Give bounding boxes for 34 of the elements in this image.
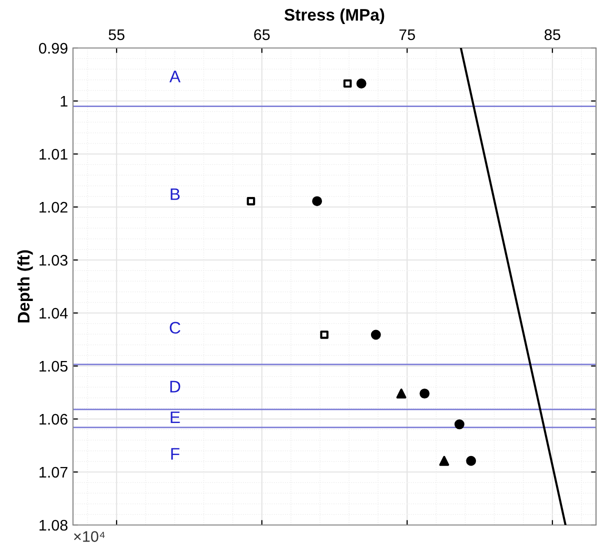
point — [320, 330, 328, 339]
y-tick-label: 1.02 — [40, 202, 68, 213]
y-tick-label: 1 — [60, 96, 68, 107]
y-tick-label: 1.06 — [40, 414, 68, 425]
x-tick-label: 75 — [399, 29, 415, 40]
point — [454, 419, 464, 430]
point — [356, 78, 366, 88]
annotation: B — [170, 188, 180, 200]
point — [343, 79, 352, 88]
x-axis-title: Stress (MPa) — [284, 8, 384, 24]
point — [420, 388, 430, 399]
x-tick-label: 55 — [108, 29, 124, 40]
y-tick-label: 1.08 — [40, 520, 68, 531]
annotation: C — [170, 322, 180, 334]
point — [312, 196, 322, 206]
x-tick-label: 65 — [254, 29, 270, 40]
annotation: F — [171, 448, 180, 460]
y-tick-label: 1.01 — [40, 148, 68, 160]
annotation: D — [170, 380, 180, 392]
point — [439, 456, 450, 466]
x-tick-label: 85 — [544, 29, 560, 40]
y-tick-label: 0.99 — [39, 42, 68, 54]
point — [396, 388, 406, 399]
y-tick-label: 1.03 — [40, 254, 68, 266]
text: ×10⁴ — [74, 531, 105, 542]
point — [246, 197, 256, 206]
y-tick-label: 1.07 — [40, 466, 68, 478]
point — [370, 330, 381, 340]
y-tick-label: 1.05 — [40, 360, 68, 372]
annotation: A — [169, 70, 181, 82]
y-tick-label: 1.04 — [40, 308, 68, 319]
y-axis-title: Depth (ft) — [17, 250, 33, 322]
point — [466, 456, 476, 466]
annotation: E — [170, 412, 180, 424]
